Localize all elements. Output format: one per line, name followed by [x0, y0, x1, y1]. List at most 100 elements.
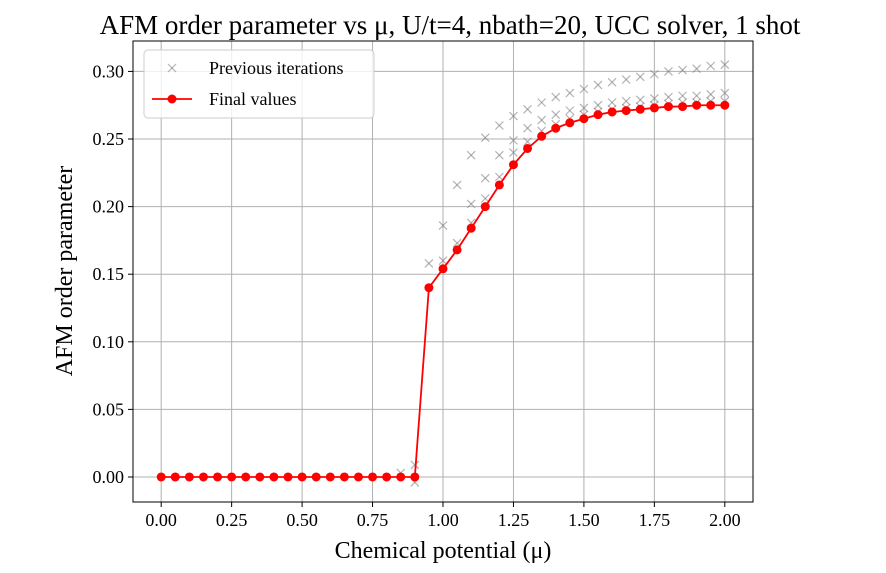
final-point — [339, 472, 349, 482]
previous-point — [706, 61, 716, 71]
previous-point — [664, 66, 673, 76]
chart-title: AFM order parameter vs μ, U/t=4, nbath=2… — [100, 10, 801, 40]
legend-marker-final — [167, 94, 177, 104]
final-point — [466, 223, 476, 233]
final-point — [649, 103, 659, 113]
x-tick-label: 2.00 — [709, 510, 741, 530]
final-point — [508, 160, 518, 170]
previous-point — [480, 173, 490, 183]
previous-point — [720, 88, 730, 98]
previous-point — [579, 84, 589, 94]
legend-label-previous: Previous iterations — [209, 58, 343, 78]
previous-point — [635, 95, 645, 105]
final-point — [156, 472, 166, 482]
y-tick-label: 0.00 — [93, 467, 125, 487]
previous-point — [466, 199, 476, 209]
previous-point — [579, 103, 589, 113]
final-point — [607, 107, 617, 117]
final-point — [663, 102, 673, 112]
previous-point — [523, 123, 532, 133]
x-tick-label: 1.75 — [639, 510, 671, 530]
final-point — [678, 102, 688, 112]
previous-point — [509, 111, 518, 121]
legend-box — [143, 49, 375, 119]
previous-point — [565, 88, 575, 98]
legend-marker-previous — [167, 63, 177, 73]
x-tick-label: 0.00 — [145, 510, 177, 530]
previous-point — [649, 69, 659, 79]
legend: Previous iterations Final values — [143, 49, 375, 119]
x-tick-label: 0.50 — [286, 510, 318, 530]
previous-point — [424, 258, 434, 268]
final-point — [325, 472, 335, 482]
previous-point — [551, 92, 561, 102]
previous-point — [537, 115, 547, 125]
previous-point — [494, 121, 504, 130]
previous-point — [678, 65, 687, 75]
final-point — [410, 472, 420, 482]
y-tick-label: 0.15 — [93, 264, 125, 284]
x-tick-label: 0.75 — [357, 510, 389, 530]
previous-point — [480, 133, 490, 143]
final-point — [635, 104, 645, 114]
previous-point — [706, 89, 716, 99]
previous-point — [621, 75, 631, 84]
final-point — [565, 118, 575, 128]
final-point — [283, 472, 293, 482]
previous-point — [593, 80, 603, 90]
final-point — [170, 472, 180, 482]
previous-point — [692, 64, 702, 74]
final-point — [523, 143, 533, 153]
previous-point — [607, 77, 617, 87]
final-point — [311, 472, 321, 482]
final-point — [269, 472, 279, 482]
y-axis-label: AFM order parameter — [52, 166, 78, 377]
previous-point — [565, 106, 575, 116]
previous-point — [649, 94, 659, 103]
final-point — [396, 472, 406, 482]
final-point — [241, 472, 251, 482]
final-point — [593, 110, 603, 120]
final-point — [494, 180, 504, 190]
y-tick-label: 0.20 — [93, 197, 125, 217]
final-point — [579, 114, 589, 124]
previous-point — [410, 460, 420, 470]
series-previous-iterations — [396, 60, 730, 487]
previous-point — [509, 135, 518, 145]
previous-point — [523, 137, 532, 147]
final-point — [480, 202, 490, 212]
final-point — [198, 472, 208, 482]
final-point — [213, 472, 223, 482]
y-tick-label: 0.10 — [93, 332, 125, 352]
x-tick-label: 1.50 — [568, 510, 600, 530]
y-tick-label: 0.25 — [93, 129, 125, 149]
previous-point — [523, 104, 532, 114]
previous-point — [664, 92, 673, 102]
final-point — [720, 100, 730, 110]
x-tick-label: 1.00 — [427, 510, 459, 530]
final-point — [368, 472, 378, 482]
y-tick-label: 0.05 — [93, 399, 125, 419]
x-axis: 0.00 0.25 0.50 0.75 1.00 1.25 1.50 1.75 2.00 — [145, 502, 741, 530]
previous-point — [621, 96, 631, 106]
x-tick-label: 1.25 — [498, 510, 530, 530]
x-tick-label: 0.25 — [216, 510, 248, 530]
previous-point — [466, 150, 476, 160]
y-tick-label: 0.30 — [93, 61, 125, 81]
previous-point — [720, 60, 730, 70]
previous-point — [635, 72, 645, 82]
previous-point — [607, 98, 617, 107]
previous-point — [494, 150, 504, 160]
final-point — [227, 472, 237, 482]
x-axis-label: Chemical potential (μ) — [335, 538, 552, 564]
previous-point — [537, 98, 547, 107]
series-final-values — [156, 100, 730, 482]
final-point — [551, 123, 561, 133]
legend-label-final: Final values — [209, 89, 297, 109]
final-point — [424, 283, 434, 293]
final-point — [438, 264, 448, 274]
final-point — [452, 245, 462, 255]
final-point — [621, 106, 631, 116]
final-point — [382, 472, 392, 482]
